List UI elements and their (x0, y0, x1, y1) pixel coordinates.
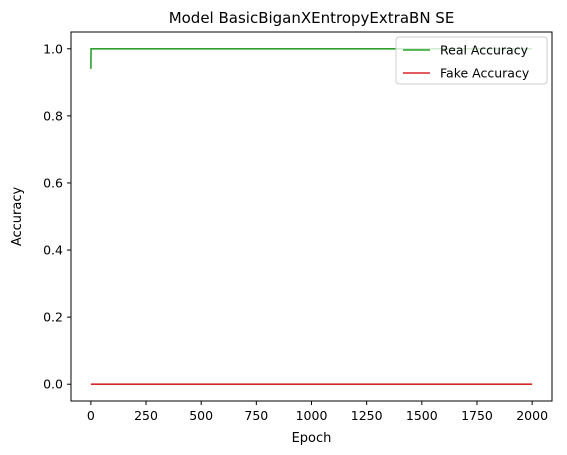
x-tick-label: 1000 (296, 408, 328, 423)
x-tick-label: 0 (87, 408, 95, 423)
x-tick-label: 250 (134, 408, 158, 423)
y-tick-label: 0.0 (43, 377, 63, 392)
y-tick-label: 0.4 (43, 243, 63, 258)
x-tick-label: 1250 (351, 408, 383, 423)
legend-items: Real Accuracy Fake Accuracy (403, 43, 530, 81)
x-tick-label: 750 (244, 408, 268, 423)
series-layer (90, 47, 533, 386)
y-axis-ticks: 0.0 0.2 0.4 0.6 0.8 1.0 (43, 41, 71, 392)
chart-title: Model BasicBiganXEntropyExtraBN SE (169, 9, 455, 27)
y-tick-label: 1.0 (43, 41, 63, 56)
legend-label: Real Accuracy (440, 43, 529, 58)
x-tick-label: 500 (189, 408, 213, 423)
y-tick-label: 0.2 (43, 310, 63, 325)
x-tick-label: 1500 (406, 408, 438, 423)
y-tick-label: 0.6 (43, 175, 63, 190)
x-axis-label: Epoch (292, 431, 332, 446)
plot-frame (70, 31, 553, 402)
legend-box (395, 36, 548, 85)
legend-label: Fake Accuracy (440, 66, 530, 81)
series-line-real-accuracy (90, 47, 533, 69)
x-axis-ticks: 0 250 500 750 1000 1250 1500 1750 2000 (87, 401, 548, 423)
x-tick-label: 2000 (516, 408, 548, 423)
plot-area: 0 250 500 750 1000 1250 1500 1750 2000 0.0 0.2 0.4… (43, 31, 553, 423)
legend: Real Accuracy Fake Accuracy (395, 36, 548, 85)
y-axis-label: Accuracy (10, 187, 25, 247)
x-tick-label: 1750 (461, 408, 493, 423)
y-tick-label: 0.8 (43, 108, 63, 123)
